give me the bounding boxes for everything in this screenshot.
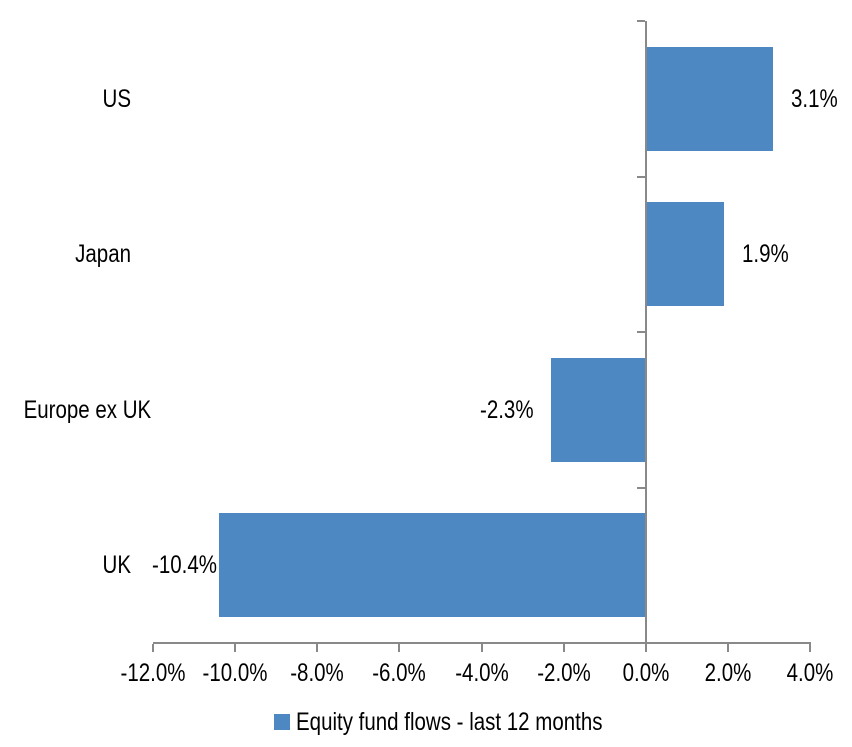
value-axis-tick bbox=[480, 644, 483, 652]
value-axis-tick-label: 0.0% bbox=[622, 659, 670, 687]
legend: Equity fund flows - last 12 months bbox=[274, 708, 670, 736]
category-axis-tick bbox=[636, 486, 645, 489]
category-label: UK bbox=[102, 551, 131, 580]
value-label: -10.4% bbox=[151, 551, 217, 580]
value-axis-tick bbox=[398, 644, 401, 652]
legend-swatch-icon bbox=[274, 714, 290, 730]
value-label: -2.3% bbox=[480, 395, 534, 424]
legend-label: Equity fund flows - last 12 months bbox=[296, 708, 603, 736]
bar-japan bbox=[645, 202, 724, 307]
value-axis-tick-label: -6.0% bbox=[372, 659, 427, 687]
category-label: Europe ex UK bbox=[23, 395, 152, 424]
value-axis-tick bbox=[152, 644, 154, 652]
value-axis-tick bbox=[726, 644, 729, 652]
value-axis-tick bbox=[562, 644, 565, 652]
value-axis-tick bbox=[809, 644, 811, 652]
value-axis-tick-label: 2.0% bbox=[704, 659, 752, 687]
value-axis-tick-label: -4.0% bbox=[454, 659, 509, 687]
value-label: 3.1% bbox=[791, 84, 838, 113]
value-axis-tick-label: 4.0% bbox=[786, 659, 834, 687]
value-axis-tick-label: -8.0% bbox=[290, 659, 345, 687]
category-axis-tick bbox=[636, 175, 645, 178]
value-axis-tick-label: -12.0% bbox=[120, 659, 186, 687]
category-axis-tick bbox=[636, 331, 645, 333]
value-label: 1.9% bbox=[741, 240, 789, 269]
category-axis-tick bbox=[636, 20, 645, 22]
bar-us bbox=[645, 46, 774, 151]
value-axis-tick-label: -2.0% bbox=[536, 659, 591, 687]
value-axis-tick bbox=[316, 644, 319, 652]
bar-uk bbox=[218, 513, 646, 618]
category-axis-line bbox=[644, 21, 647, 643]
value-axis-tick bbox=[234, 644, 237, 652]
value-axis-line bbox=[153, 642, 811, 644]
value-axis-tick-label: -10.0% bbox=[202, 659, 268, 687]
category-label: US bbox=[102, 84, 131, 113]
value-axis-tick bbox=[644, 644, 647, 652]
bar-europe-ex-uk bbox=[551, 357, 646, 462]
category-label: Japan bbox=[75, 240, 131, 269]
